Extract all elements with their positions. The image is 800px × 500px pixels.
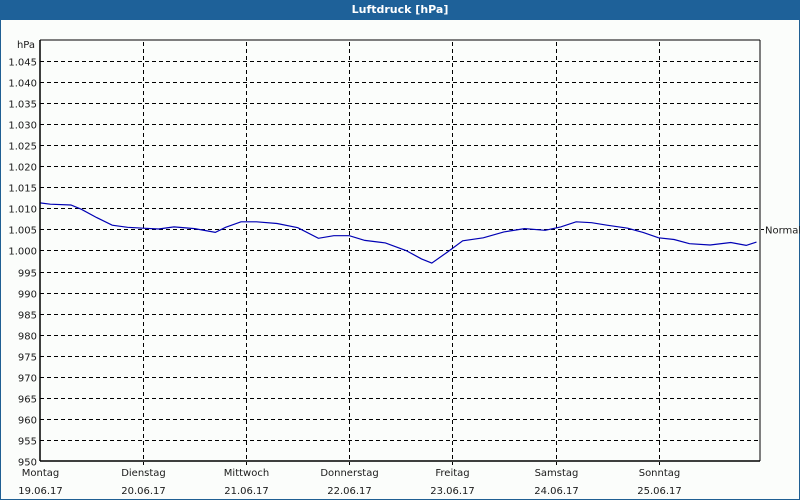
grid-lines bbox=[40, 42, 758, 465]
y-tick-label: 970 bbox=[18, 374, 37, 385]
pressure-line bbox=[39, 202, 757, 264]
y-axis-unit-label: hPa bbox=[17, 40, 35, 51]
y-tick-label: 990 bbox=[18, 290, 37, 301]
y-tick-label: 960 bbox=[18, 416, 37, 427]
y-tick-label: 980 bbox=[18, 332, 37, 343]
y-tick-label: 965 bbox=[18, 395, 37, 406]
y-tick-label: 950 bbox=[18, 458, 37, 469]
y-tick-label: 985 bbox=[18, 311, 37, 322]
x-tick-day: Sonntag bbox=[639, 468, 681, 479]
x-tick-date: 23.06.17 bbox=[430, 486, 475, 497]
y-tick-label: 1.010 bbox=[8, 205, 37, 216]
x-tick-date: 21.06.17 bbox=[224, 486, 269, 497]
y-tick-label: 1.030 bbox=[8, 121, 37, 132]
y-axis-ticks: 950 955 960 965 970 975 980 985 990 995 1.000 1.005… bbox=[8, 58, 37, 469]
y-tick-label: 1.000 bbox=[8, 247, 37, 258]
x-tick-day: Donnerstag bbox=[320, 468, 378, 479]
x-tick-date: 25.06.17 bbox=[637, 486, 682, 497]
y-tick-label: 1.020 bbox=[8, 163, 37, 174]
x-tick-day: Dienstag bbox=[121, 468, 166, 479]
chart-title: Luftdruck [hPa] bbox=[0, 0, 800, 20]
normal-label: Normal bbox=[765, 226, 800, 237]
y-tick-label: 1.040 bbox=[8, 79, 37, 90]
x-tick-day: Samstag bbox=[535, 468, 579, 479]
y-tick-label: 975 bbox=[18, 353, 37, 364]
y-tick-label: 1.015 bbox=[8, 184, 37, 195]
x-tick-date: 19.06.17 bbox=[18, 486, 63, 497]
x-tick-day: Freitag bbox=[435, 468, 469, 479]
x-tick-day: Montag bbox=[22, 468, 59, 479]
y-tick-label: 1.045 bbox=[8, 58, 37, 69]
y-tick-label: 955 bbox=[18, 437, 37, 448]
y-tick-label: 1.005 bbox=[8, 226, 37, 237]
y-tick-label: 995 bbox=[18, 269, 37, 280]
x-tick-date: 24.06.17 bbox=[534, 486, 579, 497]
x-axis-ticks: Montag 19.06.17 Dienstag 20.06.17 Mittwoch 21… bbox=[18, 468, 682, 497]
x-tick-date: 22.06.17 bbox=[327, 486, 372, 497]
x-tick-day: Mittwoch bbox=[224, 468, 269, 479]
y-tick-label: 1.025 bbox=[8, 142, 37, 153]
y-tick-label: 1.035 bbox=[8, 100, 37, 111]
x-tick-date: 20.06.17 bbox=[121, 486, 166, 497]
